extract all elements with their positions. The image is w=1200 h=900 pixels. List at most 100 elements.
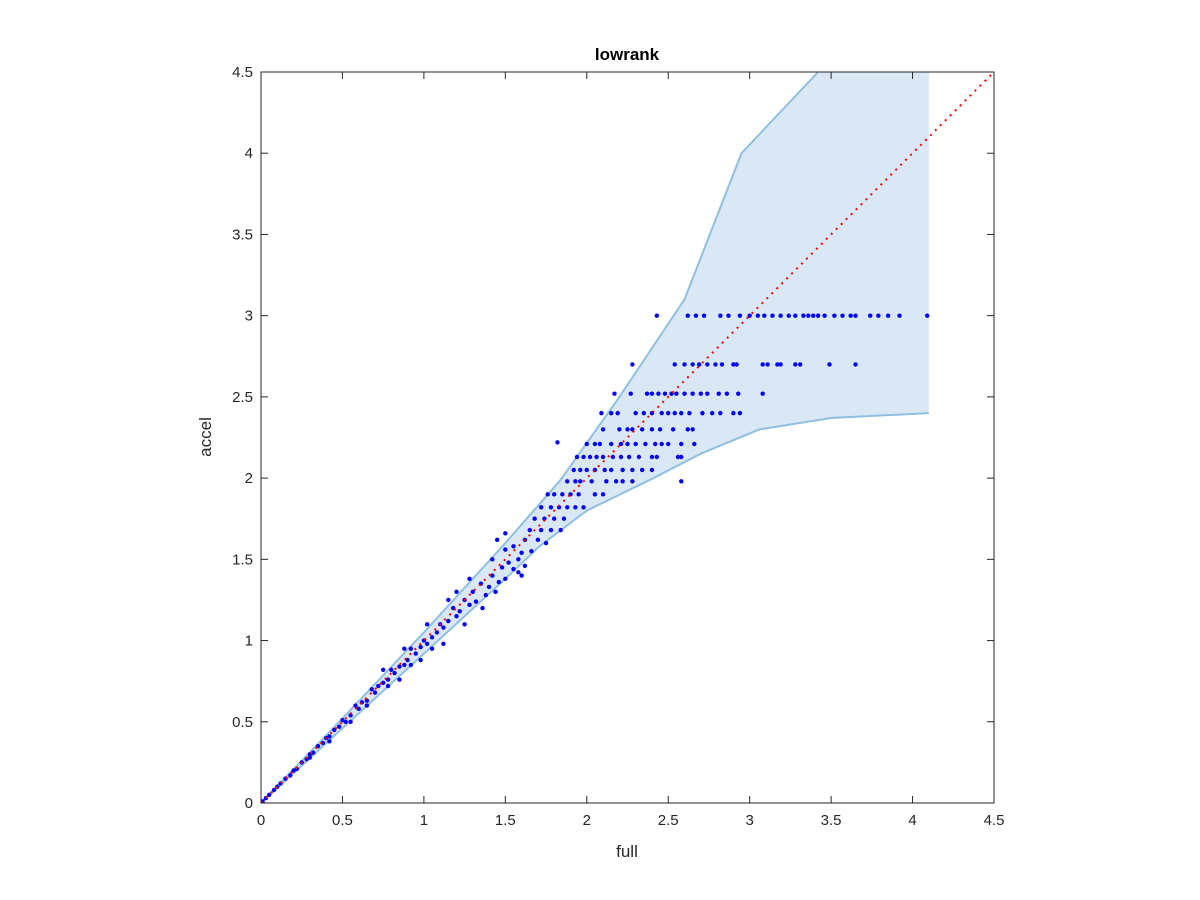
data-point [493, 589, 498, 595]
data-point [519, 573, 524, 578]
data-point [679, 454, 684, 460]
data-point [659, 441, 664, 447]
data-point [609, 410, 614, 416]
data-point [612, 391, 617, 396]
data-point [701, 313, 707, 318]
data-point [649, 427, 655, 432]
data-point [558, 527, 563, 533]
data-point [490, 557, 495, 562]
data-point [786, 313, 791, 318]
data-point [548, 527, 554, 533]
data-point [275, 784, 280, 789]
data-point [666, 410, 671, 416]
data-point [925, 313, 930, 318]
y-tick-label: 0 [245, 795, 253, 812]
data-point [674, 391, 679, 396]
data-point [503, 576, 508, 582]
data-point [424, 641, 430, 647]
x-tick-label: 3.5 [821, 812, 842, 829]
data-point [620, 467, 625, 473]
data-point [604, 479, 609, 484]
data-point [490, 573, 495, 578]
data-point [291, 768, 296, 773]
data-point [868, 313, 873, 318]
data-point [615, 410, 620, 416]
data-point [778, 313, 783, 318]
data-point [565, 479, 570, 484]
data-point [552, 492, 557, 497]
data-point [581, 454, 586, 460]
data-point [633, 441, 638, 447]
data-point [353, 703, 358, 708]
data-point [535, 537, 541, 543]
data-point [657, 427, 663, 432]
data-point [494, 537, 500, 543]
data-point [565, 505, 570, 510]
data-point [402, 646, 407, 651]
data-point [765, 362, 770, 367]
data-point [693, 313, 699, 318]
data-point [628, 391, 633, 396]
data-point [705, 391, 710, 396]
data-point [446, 618, 451, 624]
data-point [778, 362, 783, 367]
y-tick-label: 0.5 [232, 714, 253, 731]
data-point [639, 467, 645, 473]
data-point [389, 667, 394, 672]
data-point [734, 362, 739, 367]
data-point [380, 667, 386, 672]
data-point [408, 646, 414, 651]
data-point [690, 391, 695, 396]
data-point [662, 391, 668, 396]
data-point [511, 544, 516, 549]
data-point [578, 479, 583, 484]
data-point [609, 467, 614, 473]
y-tick-label: 1.5 [232, 551, 253, 568]
data-point [600, 427, 606, 432]
x-tick-label: 3 [745, 812, 753, 829]
data-point [496, 579, 502, 585]
data-point [666, 441, 671, 447]
data-point [441, 641, 446, 647]
data-point [392, 670, 397, 676]
data-point [561, 516, 567, 521]
data-point [522, 563, 528, 569]
data-point [529, 549, 534, 554]
data-point [853, 313, 858, 318]
data-point [548, 505, 554, 510]
data-point [424, 622, 430, 627]
data-point [348, 719, 353, 724]
data-point [737, 313, 743, 318]
data-point [600, 454, 606, 460]
data-point [705, 362, 710, 367]
data-point [348, 713, 353, 718]
data-point [592, 492, 598, 497]
data-point [542, 516, 547, 521]
data-point [797, 362, 803, 367]
data-point [719, 362, 725, 367]
data-point [685, 313, 690, 318]
data-point [503, 531, 508, 536]
y-tick-label: 3 [245, 308, 253, 325]
data-point [656, 391, 661, 396]
data-point [840, 313, 845, 318]
data-point [271, 787, 277, 793]
data-point [626, 454, 632, 460]
data-point [731, 410, 736, 416]
data-point [618, 441, 624, 447]
data-point [675, 454, 681, 460]
data-point [613, 479, 619, 484]
ticks: 0 0.5 1 1.5 2 2.5 3 3.5 4 4.5 0 0.5 1 1.5 2 2.5 3 3.5 4 4.5 [232, 64, 1004, 829]
data-point [538, 527, 544, 533]
data-point [897, 313, 902, 318]
data-point [519, 550, 524, 556]
data-point [633, 410, 638, 416]
data-point [592, 441, 598, 447]
data-point [467, 576, 472, 582]
data-point [885, 313, 891, 318]
data-point [682, 362, 687, 367]
data-point [685, 427, 690, 432]
data-point [356, 706, 361, 711]
data-point [483, 592, 488, 598]
